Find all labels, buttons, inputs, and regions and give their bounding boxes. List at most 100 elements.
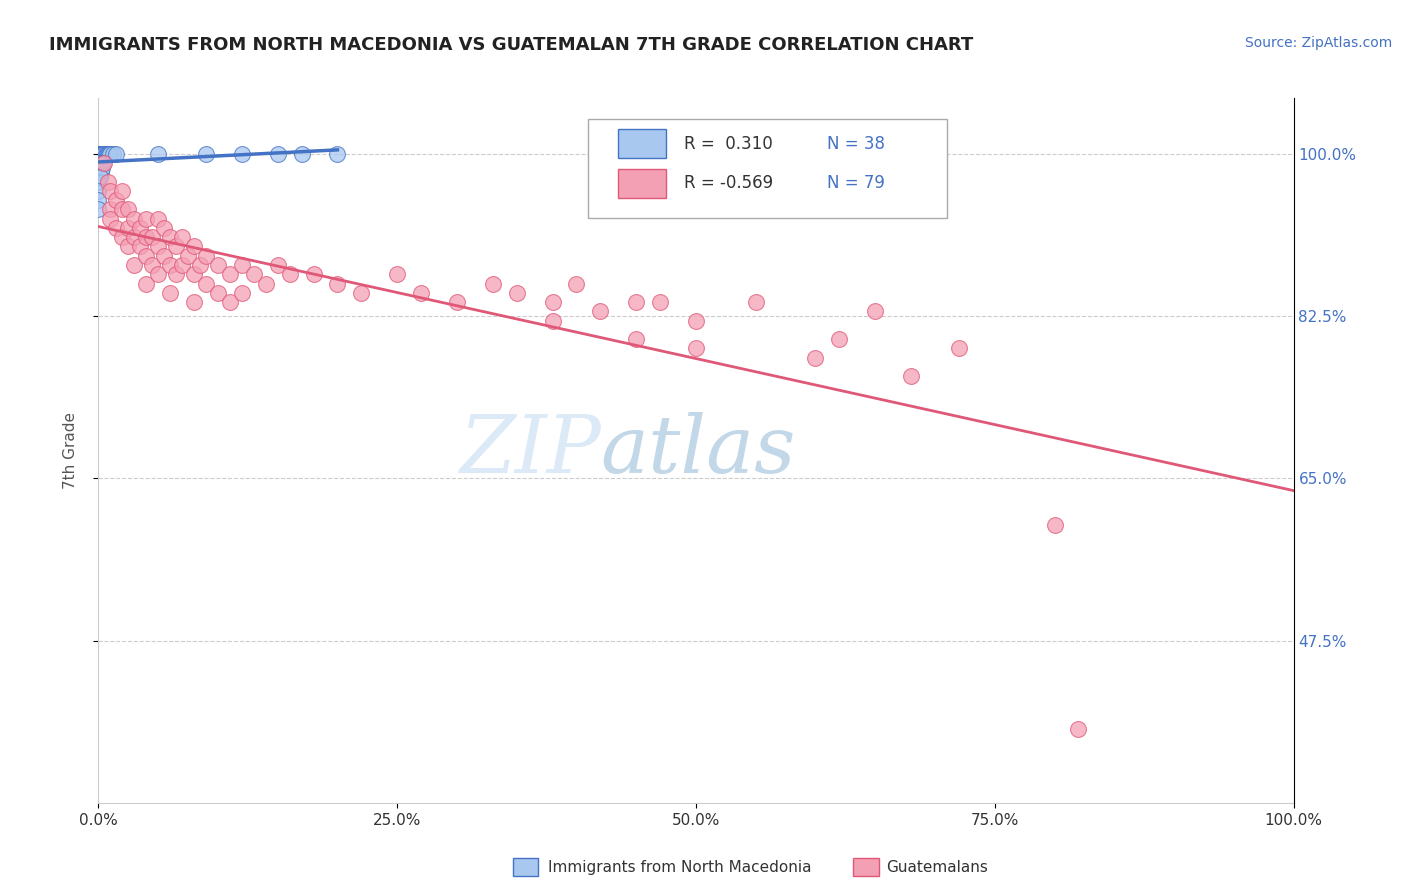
Point — [91, 146, 114, 161]
Point — [446, 295, 468, 310]
Point — [385, 268, 409, 282]
Point — [267, 258, 290, 272]
Point — [91, 156, 114, 170]
Point — [207, 258, 229, 272]
Point — [87, 146, 110, 161]
Point — [90, 146, 112, 161]
Point — [111, 202, 134, 217]
Point — [172, 258, 194, 272]
Point — [117, 221, 139, 235]
Point — [87, 146, 110, 161]
Point — [89, 146, 111, 161]
Point — [87, 156, 110, 170]
Point — [302, 268, 325, 282]
Point — [626, 332, 648, 346]
Point — [98, 211, 122, 226]
Text: IMMIGRANTS FROM NORTH MACEDONIA VS GUATEMALAN 7TH GRADE CORRELATION CHART: IMMIGRANTS FROM NORTH MACEDONIA VS GUATE… — [49, 36, 973, 54]
Point — [900, 369, 922, 384]
Point — [541, 295, 564, 310]
Point — [89, 169, 111, 184]
Y-axis label: 7th Grade: 7th Grade — [63, 412, 77, 489]
Point — [231, 285, 253, 300]
Point — [90, 165, 112, 179]
Point — [87, 146, 110, 161]
Point — [97, 175, 120, 189]
Point — [685, 342, 707, 356]
Point — [326, 146, 349, 161]
Point — [172, 230, 194, 244]
Point — [141, 258, 163, 272]
Point — [243, 268, 266, 282]
Point — [135, 277, 157, 291]
Point — [87, 146, 110, 161]
Point — [207, 285, 229, 300]
Point — [87, 202, 110, 217]
Point — [87, 193, 110, 207]
Point — [98, 146, 121, 161]
Point — [481, 277, 505, 291]
Point — [183, 295, 205, 310]
Point — [89, 156, 111, 170]
Point — [254, 277, 277, 291]
Point — [685, 313, 707, 327]
Point — [98, 184, 122, 198]
Point — [105, 221, 128, 235]
Point — [804, 351, 827, 365]
Point — [195, 146, 218, 161]
Point — [96, 146, 118, 161]
Point — [183, 268, 205, 282]
Point — [159, 285, 181, 300]
Point — [129, 221, 152, 235]
Point — [89, 146, 111, 161]
Point — [231, 146, 253, 161]
FancyBboxPatch shape — [589, 120, 948, 218]
Text: N = 38: N = 38 — [827, 135, 886, 153]
Point — [1067, 722, 1090, 736]
Point — [94, 146, 117, 161]
Point — [141, 230, 163, 244]
Point — [87, 146, 110, 161]
Point — [111, 184, 134, 198]
Text: N = 79: N = 79 — [827, 175, 886, 193]
Point — [195, 277, 218, 291]
Point — [188, 258, 211, 272]
Point — [111, 230, 134, 244]
Point — [828, 332, 851, 346]
Point — [101, 146, 124, 161]
Point — [87, 156, 110, 170]
Point — [117, 202, 139, 217]
Text: atlas: atlas — [600, 412, 796, 489]
Point — [565, 277, 588, 291]
Point — [219, 295, 242, 310]
Point — [278, 268, 301, 282]
Point — [87, 184, 110, 198]
Point — [105, 193, 128, 207]
Text: R = -0.569: R = -0.569 — [685, 175, 773, 193]
Point — [159, 230, 181, 244]
Point — [177, 249, 200, 263]
Point — [124, 230, 146, 244]
Text: Guatemalans: Guatemalans — [886, 860, 987, 874]
Point — [865, 304, 887, 318]
Point — [148, 211, 170, 226]
Point — [648, 295, 672, 310]
Point — [948, 342, 970, 356]
Text: ZIP: ZIP — [458, 412, 600, 489]
Point — [129, 239, 152, 253]
Point — [98, 146, 122, 161]
Point — [124, 258, 146, 272]
Point — [148, 239, 170, 253]
Point — [626, 295, 648, 310]
Point — [411, 285, 433, 300]
Point — [159, 258, 181, 272]
Point — [148, 146, 170, 161]
Point — [91, 146, 114, 161]
Point — [135, 249, 157, 263]
FancyBboxPatch shape — [619, 169, 666, 198]
Text: R =  0.310: R = 0.310 — [685, 135, 773, 153]
Point — [105, 146, 128, 161]
Point — [745, 295, 768, 310]
Text: Source: ZipAtlas.com: Source: ZipAtlas.com — [1244, 36, 1392, 50]
Point — [219, 268, 242, 282]
Point — [117, 239, 139, 253]
